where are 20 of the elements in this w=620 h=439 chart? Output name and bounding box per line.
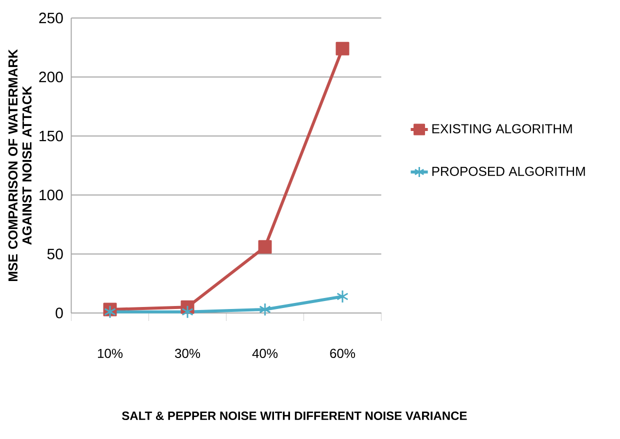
y-tick-label: 250 [39, 12, 63, 24]
y-axis-title: MSE COMPARISON OF WATERMARK AGAINST NOISE ATTACK [8, 49, 32, 282]
legend-label: PROPOSED ALGORITHM [432, 166, 585, 176]
y-tick-label: 0 [56, 308, 63, 318]
point [104, 305, 116, 319]
point [182, 305, 194, 319]
point [336, 290, 348, 304]
point [336, 42, 350, 56]
x-tick-label: 30% [174, 348, 200, 358]
y-tick-label: 200 [39, 72, 63, 82]
x-axis-title: SALT & PEPPER NOISE WITH DIFFERENT NOISE VARIANCE [122, 412, 467, 420]
y-tick-label: 100 [40, 190, 63, 200]
point [258, 240, 272, 254]
y-tick-label: 50 [47, 248, 63, 260]
x-tick-label: 10% [98, 348, 123, 358]
x-tick-label: 40% [252, 348, 278, 358]
point [259, 302, 271, 316]
x-tick-label: 60% [330, 348, 356, 358]
y-tick-label: 150 [40, 130, 63, 142]
legend-label: EXISTING ALGORITHM [432, 124, 572, 134]
